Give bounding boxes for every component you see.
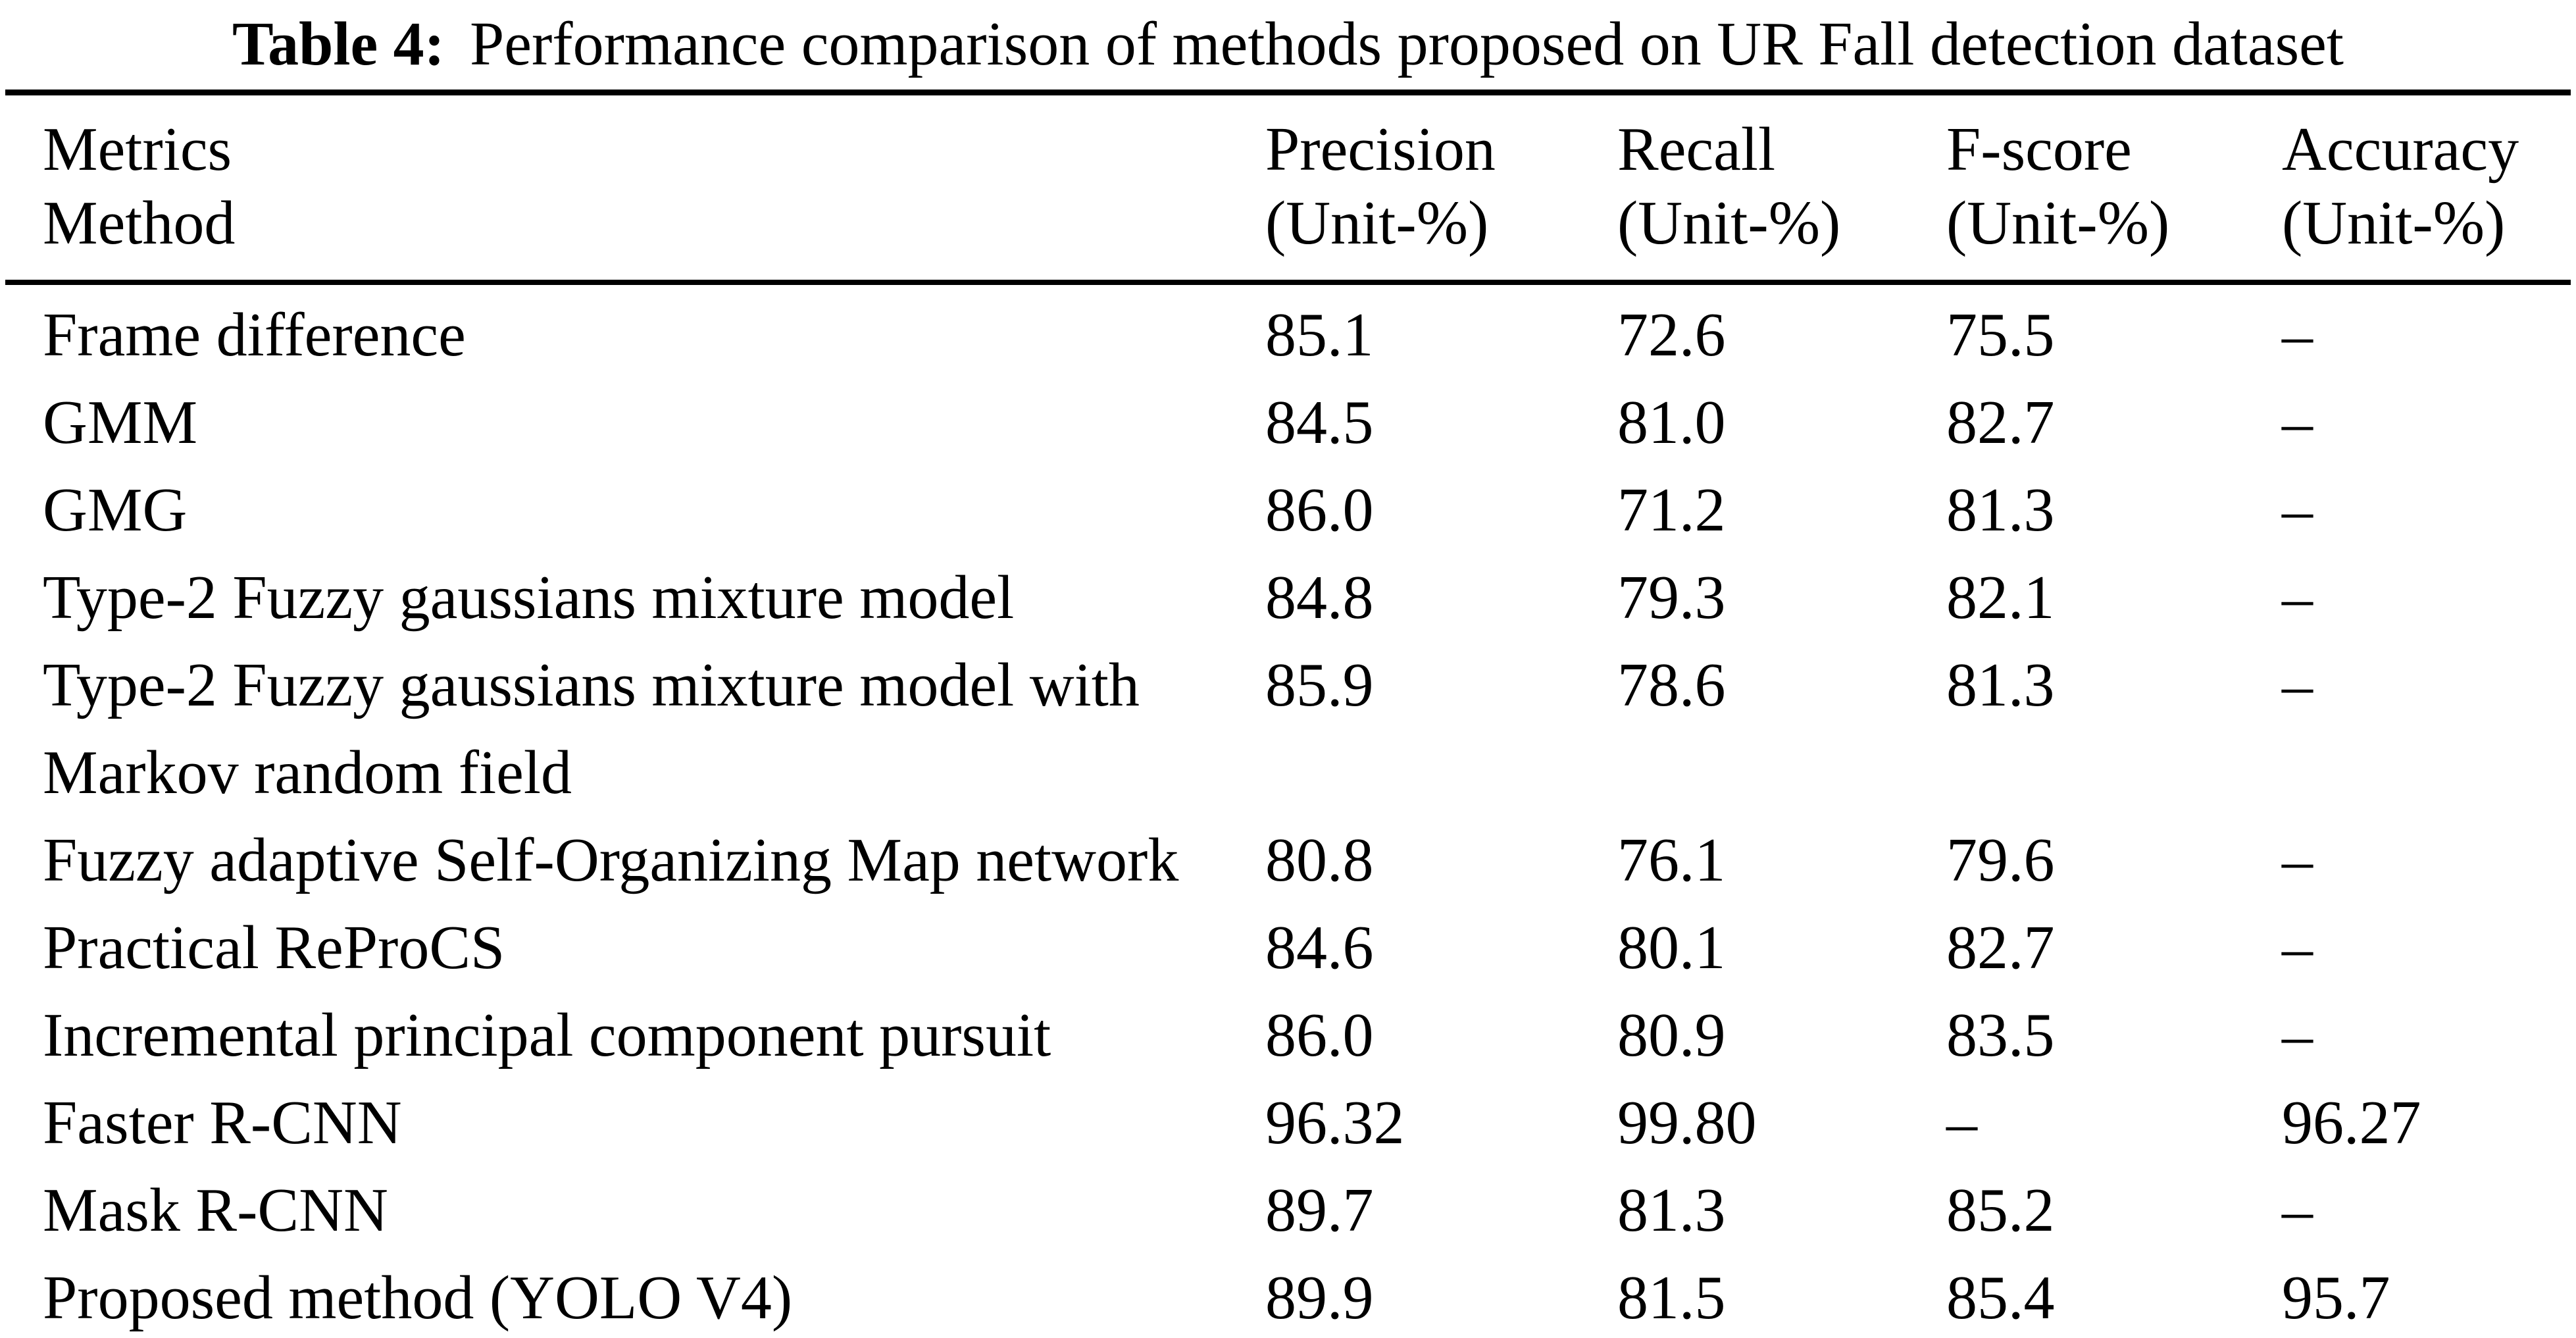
fscore-cell: 75.5 (1946, 301, 2055, 369)
table-row: Mask R-CNN 89.7 81.3 85.2 – (5, 1167, 2571, 1254)
header-precision-name: Precision (1265, 115, 1496, 184)
table-row: Practical ReProCS 84.6 80.1 82.7 – (5, 904, 2571, 992)
header-precision-unit: (Unit-%) (1265, 189, 1489, 257)
table-caption-text: Performance comparison of methods propos… (470, 10, 2344, 78)
header-fscore-name: F-score (1946, 115, 2132, 184)
method-cell: Faster R-CNN (43, 1089, 402, 1157)
header-accuracy-unit: (Unit-%) (2282, 189, 2506, 257)
recall-cell: 76.1 (1617, 826, 1726, 894)
fscore-cell: 83.5 (1946, 1001, 2055, 1069)
accuracy-cell: – (2282, 476, 2313, 544)
accuracy-cell: – (2282, 563, 2313, 632)
table-row: Proposed method (YOLO V4) 89.9 81.5 85.4… (5, 1254, 2571, 1338)
fscore-cell: 79.6 (1946, 826, 2055, 894)
table-row: GMG 86.0 71.2 81.3 – (5, 467, 2571, 554)
accuracy-cell: – (2282, 651, 2313, 719)
fscore-cell: 81.3 (1946, 651, 2055, 719)
precision-cell: 86.0 (1265, 476, 1374, 544)
method-cell: Mask R-CNN (43, 1176, 388, 1245)
table-row: Type-2 Fuzzy gaussians mixture model wit… (5, 642, 2571, 817)
precision-cell: 89.9 (1265, 1264, 1374, 1332)
recall-cell: 79.3 (1617, 563, 1726, 632)
method-cell: Type-2 Fuzzy gaussians mixture model wit… (43, 651, 1140, 807)
results-table: Metrics Method Precision (Unit-%) Recall… (5, 90, 2571, 1338)
accuracy-cell: 95.7 (2282, 1264, 2390, 1332)
precision-cell: 84.8 (1265, 563, 1374, 632)
header-recall-unit: (Unit-%) (1617, 189, 1841, 257)
table-caption-label: Table 4: (232, 10, 445, 78)
precision-cell: 80.8 (1265, 826, 1374, 894)
accuracy-cell: – (2282, 1001, 2313, 1069)
accuracy-cell: – (2282, 388, 2313, 457)
header-accuracy-name: Accuracy (2282, 115, 2519, 184)
header-row: Metrics Method Precision (Unit-%) Recall… (5, 92, 2571, 285)
precision-cell: 86.0 (1265, 1001, 1374, 1069)
precision-cell: 89.7 (1265, 1176, 1374, 1245)
method-cell: GMG (43, 476, 188, 544)
method-cell: GMM (43, 388, 198, 457)
header-method-label: Method (43, 189, 236, 257)
fscore-cell: 82.7 (1946, 913, 2055, 982)
recall-cell: 72.6 (1617, 301, 1726, 369)
header-cell-recall: Recall (Unit-%) (1617, 92, 1946, 285)
recall-cell: 80.9 (1617, 1001, 1726, 1069)
fscore-cell: – (1946, 1089, 1977, 1157)
header-cell-accuracy: Accuracy (Unit-%) (2282, 92, 2571, 285)
precision-cell: 84.5 (1265, 388, 1374, 457)
method-cell: Proposed method (YOLO V4) (43, 1264, 793, 1332)
header-cell-metrics-method: Metrics Method (5, 92, 1265, 285)
table-row: Fuzzy adaptive Self-Organizing Map netwo… (5, 817, 2571, 904)
fscore-cell: 85.2 (1946, 1176, 2055, 1245)
header-fscore-unit: (Unit-%) (1946, 189, 2170, 257)
table-row: Type-2 Fuzzy gaussians mixture model 84.… (5, 554, 2571, 642)
fscore-cell: 81.3 (1946, 476, 2055, 544)
accuracy-cell: – (2282, 1176, 2313, 1245)
method-cell: Type-2 Fuzzy gaussians mixture model (43, 563, 1015, 632)
recall-cell: 78.6 (1617, 651, 1726, 719)
accuracy-cell: – (2282, 826, 2313, 894)
accuracy-cell: 96.27 (2282, 1089, 2421, 1157)
header-recall-name: Recall (1617, 115, 1776, 184)
method-cell: Practical ReProCS (43, 913, 505, 982)
recall-cell: 99.80 (1617, 1089, 1757, 1157)
accuracy-cell: – (2282, 913, 2313, 982)
header-cell-fscore: F-score (Unit-%) (1946, 92, 2282, 285)
precision-cell: 96.32 (1265, 1089, 1405, 1157)
header-metrics-label: Metrics (43, 115, 232, 184)
table-row: Frame difference 85.1 72.6 75.5 – (5, 282, 2571, 379)
recall-cell: 81.0 (1617, 388, 1726, 457)
method-cell: Incremental principal component pursuit (43, 1001, 1051, 1069)
table-row: GMM 84.5 81.0 82.7 – (5, 379, 2571, 467)
accuracy-cell: – (2282, 301, 2313, 369)
table-row: Faster R-CNN 96.32 99.80 – 96.27 (5, 1079, 2571, 1167)
precision-cell: 85.1 (1265, 301, 1374, 369)
fscore-cell: 85.4 (1946, 1264, 2055, 1332)
precision-cell: 85.9 (1265, 651, 1374, 719)
precision-cell: 84.6 (1265, 913, 1374, 982)
table-row: Incremental principal component pursuit … (5, 992, 2571, 1079)
table-caption: Table 4: Performance comparison of method… (0, 0, 2576, 86)
header-cell-precision: Precision (Unit-%) (1265, 92, 1617, 285)
recall-cell: 80.1 (1617, 913, 1726, 982)
method-cell: Fuzzy adaptive Self-Organizing Map netwo… (43, 826, 1179, 894)
fscore-cell: 82.1 (1946, 563, 2055, 632)
recall-cell: 81.3 (1617, 1176, 1726, 1245)
recall-cell: 81.5 (1617, 1264, 1726, 1332)
fscore-cell: 82.7 (1946, 388, 2055, 457)
recall-cell: 71.2 (1617, 476, 1726, 544)
method-cell: Frame difference (43, 301, 466, 369)
